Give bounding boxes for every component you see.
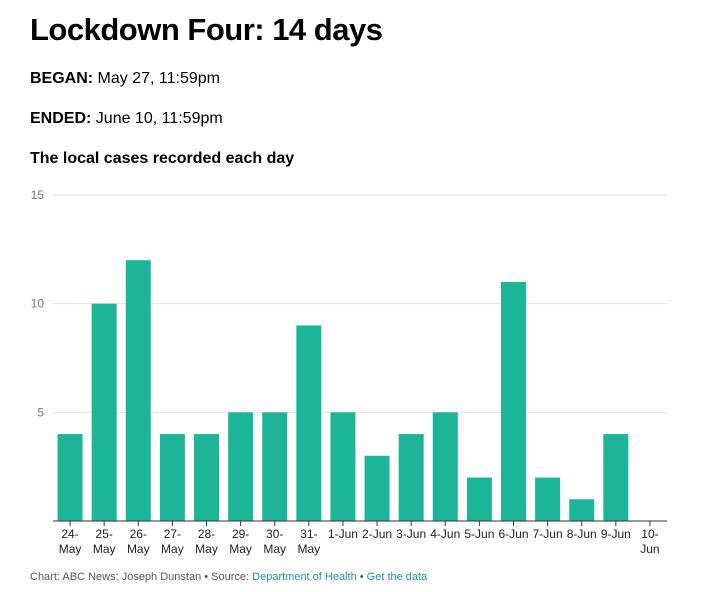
get-data-link[interactable]: Get the data <box>366 571 428 583</box>
bar <box>466 477 492 521</box>
y-tick-label: 5 <box>37 405 44 419</box>
page-title: Lockdown Four: 14 days <box>30 12 383 47</box>
began-value: May 27, 11:59pm <box>93 70 220 87</box>
x-tick-label: 25- <box>95 527 112 541</box>
x-tick-label: May <box>127 542 150 556</box>
chart-title: The local cases recorded each day <box>30 150 295 167</box>
x-tick-label: Jun <box>640 542 659 556</box>
x-tick-label: 10- <box>641 527 658 541</box>
bar <box>330 412 356 521</box>
y-tick-label: 15 <box>31 188 45 202</box>
x-tick-label: 24- <box>61 527 78 541</box>
x-tick-label: 3-Jun <box>396 527 426 541</box>
x-tick-label: May <box>195 542 218 556</box>
bar <box>569 499 595 521</box>
x-tick-label: 9-Jun <box>601 527 631 541</box>
footer-credit: Chart: ABC News: Joseph Dunstan <box>30 571 202 583</box>
x-tick-label: May <box>161 542 184 556</box>
bar <box>398 434 424 521</box>
x-tick-label: 26- <box>130 527 147 541</box>
bar <box>125 260 151 521</box>
ended-value: June 10, 11:59pm <box>91 110 223 127</box>
x-tick-label: May <box>263 542 286 556</box>
x-tick-label: 27- <box>164 527 181 541</box>
bar-chart: 5101524-May25-May26-May27-May28-May29-Ma… <box>31 188 667 556</box>
x-tick-label: May <box>297 542 320 556</box>
ended-label: ENDED: <box>30 110 92 127</box>
x-tick-label: 8-Jun <box>567 527 597 541</box>
x-tick-label: 7-Jun <box>533 527 563 541</box>
footer-separator: • Source: <box>201 571 253 583</box>
bar <box>432 412 458 521</box>
bar <box>603 434 629 521</box>
x-tick-label: 29- <box>232 527 249 541</box>
x-tick-label: 28- <box>198 527 215 541</box>
x-tick-label: May <box>229 542 252 556</box>
footer-separator: • <box>356 571 367 583</box>
bar <box>364 455 390 521</box>
x-tick-label: May <box>59 542 82 556</box>
bar <box>57 434 83 521</box>
x-tick-label: May <box>93 542 116 556</box>
bar <box>296 325 322 521</box>
x-tick-label: 2-Jun <box>362 527 392 541</box>
x-tick-label: 31- <box>300 527 317 541</box>
x-tick-label: 30- <box>266 527 283 541</box>
x-tick-label: 6-Jun <box>498 527 528 541</box>
bar <box>501 281 526 521</box>
x-tick-label: 1-Jun <box>328 527 358 541</box>
x-tick-label: 4-Jun <box>430 527 460 541</box>
ended-line: ENDED: June 10, 11:59pm <box>30 110 223 128</box>
chart-footer: Chart: ABC News: Joseph Dunstan • Source… <box>30 571 427 583</box>
bar <box>91 303 117 521</box>
bar <box>535 477 561 521</box>
bar <box>262 412 288 521</box>
y-tick-label: 10 <box>31 297 45 311</box>
bar <box>159 434 185 521</box>
began-line: BEGAN: May 27, 11:59pm <box>30 70 220 88</box>
bar <box>228 412 254 521</box>
bar <box>194 434 219 521</box>
began-label: BEGAN: <box>30 70 94 87</box>
source-link[interactable]: Department of Health <box>252 571 357 583</box>
x-tick-label: 5-Jun <box>464 527 494 541</box>
